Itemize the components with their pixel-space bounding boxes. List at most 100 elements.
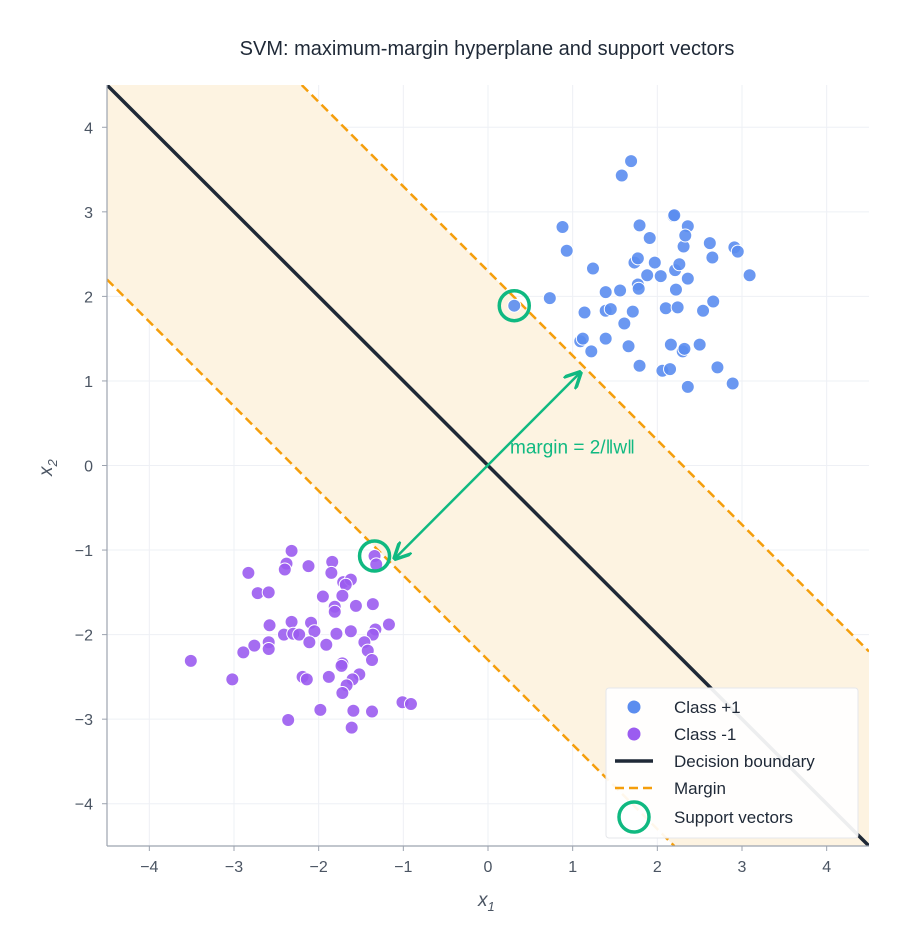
class-pos-point xyxy=(632,358,647,373)
class-neg-point xyxy=(247,638,262,653)
class-pos-point xyxy=(696,303,711,318)
class-neg-point xyxy=(327,604,342,619)
class-pos-point xyxy=(632,218,647,233)
y-tick-label: −4 xyxy=(75,797,93,814)
x-tick-label: −3 xyxy=(225,859,243,876)
class-neg-point xyxy=(299,672,314,687)
class-neg-point xyxy=(277,562,292,577)
y-tick-label: 4 xyxy=(84,120,93,137)
class-neg-point xyxy=(321,669,336,684)
class-pos-point xyxy=(702,236,717,251)
class-neg-point xyxy=(284,614,299,629)
margin-line xyxy=(300,85,869,653)
support-vector-ring xyxy=(497,288,531,323)
class-neg-point xyxy=(225,672,240,687)
class-pos-point xyxy=(653,269,668,284)
class-neg-point xyxy=(346,703,361,718)
class-pos-point xyxy=(663,337,678,352)
class-pos-point xyxy=(678,228,693,243)
class-pos-point xyxy=(631,281,646,296)
class-pos-point xyxy=(642,231,657,246)
x-axis-label: x1 xyxy=(477,890,495,914)
class-pos-point xyxy=(584,344,599,359)
class-neg-point xyxy=(319,637,334,652)
legend-label: Decision boundary xyxy=(674,752,815,771)
class-pos-point xyxy=(603,302,618,317)
class-neg-point xyxy=(324,565,339,580)
x-tick-label: 4 xyxy=(822,859,831,876)
legend-marker-class-neg xyxy=(627,727,641,741)
class-pos-point xyxy=(692,337,707,352)
class-pos-point xyxy=(710,360,725,375)
class-pos-point xyxy=(621,339,636,354)
x-tick-label: −1 xyxy=(394,859,412,876)
class-pos-point xyxy=(730,244,745,259)
class-neg-point xyxy=(334,658,349,673)
y-tick-label: 1 xyxy=(84,374,93,391)
y-axis-label: x2 xyxy=(36,459,60,478)
axes: −4 −3 −2 −1 0 1 2 3 4 −4 −3 −2 −1 0 1 2 3 4 xyxy=(75,85,869,876)
x-tick-label: 3 xyxy=(738,859,747,876)
x-tick-label: −2 xyxy=(310,859,328,876)
legend-marker-support xyxy=(617,800,651,834)
margin-line xyxy=(107,278,676,846)
class-pos-point xyxy=(630,251,645,266)
legend-label: Margin xyxy=(674,779,726,798)
x-tick-label: 2 xyxy=(653,859,662,876)
y-tick-label: 0 xyxy=(84,459,93,476)
class-neg-point xyxy=(344,720,359,735)
support-vector-ring xyxy=(357,539,392,573)
class-pos-point xyxy=(705,250,720,265)
class-neg-point xyxy=(292,627,307,642)
y-tick-label: 2 xyxy=(84,289,93,306)
plot-area xyxy=(107,85,869,846)
class-neg-point xyxy=(183,653,198,668)
class-neg-point xyxy=(403,696,418,711)
class-pos-point xyxy=(706,294,721,309)
class-neg-point xyxy=(365,597,380,612)
class-pos-point xyxy=(542,291,557,306)
class-pos-point xyxy=(663,362,678,377)
margin-arrow xyxy=(395,372,580,558)
class-pos-point xyxy=(614,168,629,183)
class-pos-point xyxy=(667,208,682,223)
legend-marker-class-pos xyxy=(627,700,641,714)
class-pos-point xyxy=(598,285,613,300)
class-pos-point xyxy=(625,304,640,319)
class-neg-point xyxy=(284,543,299,558)
class-pos-point xyxy=(555,220,570,235)
chart-title: SVM: maximum-margin hyperplane and suppo… xyxy=(240,38,735,60)
class-pos-point xyxy=(613,283,628,298)
margin-annotation: margin = 2/‖w‖ xyxy=(510,438,635,459)
class-pos-point xyxy=(668,282,683,297)
class-neg-point xyxy=(261,641,276,656)
class-pos-point xyxy=(624,154,639,169)
class-pos-point xyxy=(559,243,574,258)
class-pos-point xyxy=(577,305,592,320)
class-neg-point xyxy=(343,624,358,639)
class-neg-point xyxy=(236,645,251,660)
legend-label: Class -1 xyxy=(674,725,736,744)
class-pos-point xyxy=(742,268,757,283)
y-tick-label: −2 xyxy=(75,628,93,645)
class-pos-point xyxy=(585,261,600,276)
class-neg-point xyxy=(262,618,277,633)
class-neg-point xyxy=(301,559,316,574)
class-neg-point xyxy=(315,589,330,604)
legend: Class +1 Class -1 Decision boundary Margin S… xyxy=(605,687,859,839)
legend-label: Class +1 xyxy=(674,698,741,717)
class-neg-point xyxy=(261,585,276,600)
y-tick-label: −3 xyxy=(75,712,93,729)
y-tick-label: −1 xyxy=(75,543,93,560)
class-pos-point xyxy=(640,268,655,283)
class-neg-point xyxy=(335,685,350,700)
class-neg-point xyxy=(241,565,256,580)
class-neg-point xyxy=(313,702,328,717)
class-pos-point xyxy=(680,271,695,286)
class-neg-point xyxy=(302,635,317,650)
class-pos-point xyxy=(725,376,740,391)
class-pos-point xyxy=(617,316,632,331)
class-neg-point xyxy=(335,588,350,603)
class-neg-point xyxy=(365,652,380,667)
class-pos-point xyxy=(670,300,685,315)
